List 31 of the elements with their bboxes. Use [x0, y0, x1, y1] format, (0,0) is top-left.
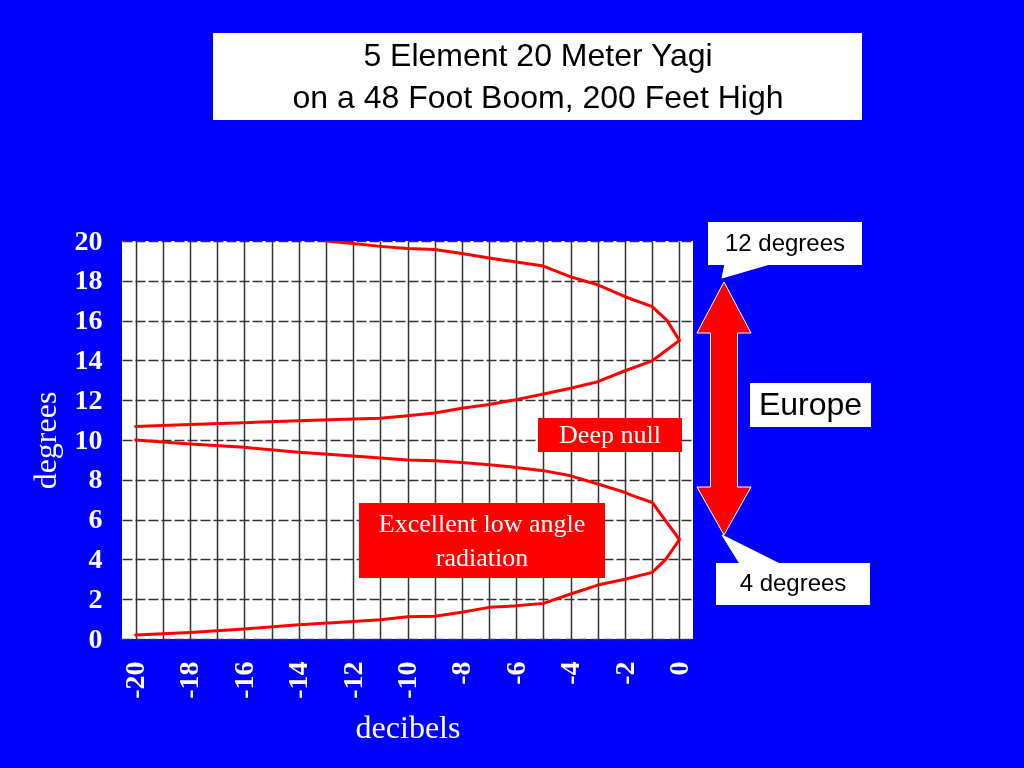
y-tick-label: 4	[88, 542, 103, 574]
y-tick-label: 2	[88, 582, 103, 614]
x-tick-label: -4	[554, 661, 586, 685]
y-tick-label: 16	[74, 304, 103, 336]
y-tick-label: 8	[88, 463, 103, 495]
x-tick-label: -12	[336, 661, 368, 699]
line-series	[134, 241, 681, 428]
x-tick-label: -16	[227, 661, 259, 699]
text: 4 degrees	[739, 569, 847, 596]
x-tick-label: 0	[662, 661, 694, 676]
x-tick-label: -10	[391, 661, 422, 699]
x-axis-title: decibels	[355, 708, 461, 745]
x-tick-label: -2	[608, 661, 640, 685]
x-tick-label: -18	[173, 661, 205, 699]
y-tick-label: 18	[74, 264, 103, 296]
annotation: Deep null	[559, 420, 661, 449]
y-tick-label: 20	[74, 224, 103, 256]
text: 12 degrees	[724, 228, 846, 256]
x-tick-label: -14	[282, 661, 314, 699]
y-axis-title: degrees	[26, 391, 63, 490]
x-tick-label: -6	[499, 661, 531, 685]
y-tick-label: 14	[74, 343, 103, 375]
chart-title: 5 Element 20 Meter Yagi on a 48 Foot Boom, 200 Feet High	[292, 37, 784, 115]
text: Europe	[758, 386, 863, 422]
y-tick-label: 10	[74, 423, 103, 455]
x-tick-label: -8	[445, 661, 477, 685]
y-tick-label: 12	[74, 383, 103, 415]
y-tick-label: 0	[88, 622, 103, 654]
y-tick-label: 6	[88, 503, 103, 535]
x-tick-label: -20	[119, 661, 151, 699]
annotation: Excellent low angle radiation	[378, 508, 586, 572]
